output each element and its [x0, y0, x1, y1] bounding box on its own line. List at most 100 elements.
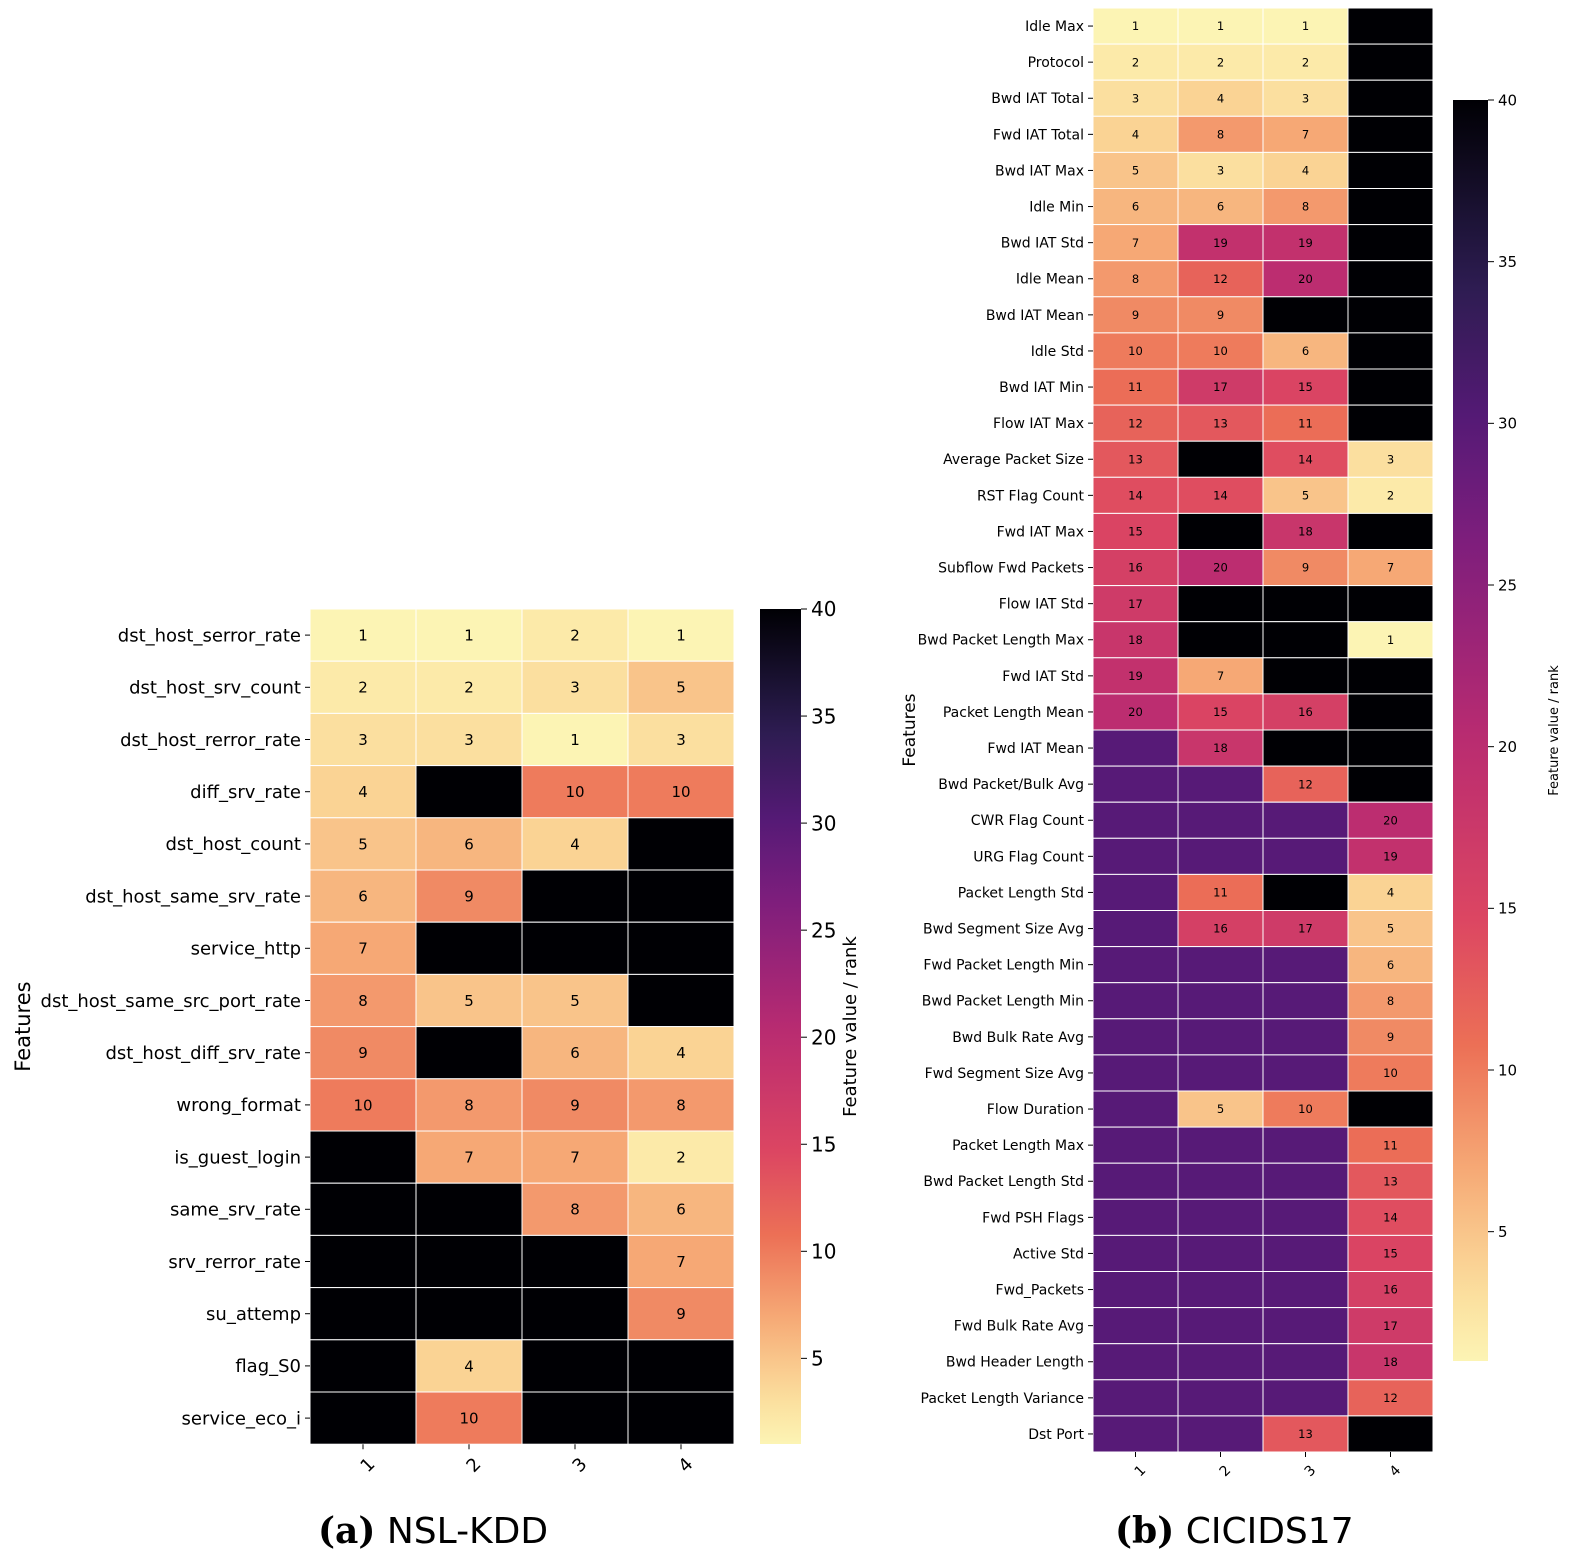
heatmap-cell [1262, 188, 1349, 226]
y-tick-label: Bwd Bulk Rate Avg [952, 1030, 1084, 1046]
colorbar-tick-label: 15 [1498, 900, 1517, 918]
cell-label: 9 [358, 1044, 368, 1062]
y-tick-label: su_attemp [206, 1304, 301, 1325]
heatmap-cell [1347, 1415, 1434, 1453]
cell-label: 4 [1302, 164, 1309, 178]
y-tick-label: Bwd Packet Length Std [923, 1174, 1084, 1190]
heatmap-cell [1262, 982, 1349, 1020]
heatmap-cell [1262, 837, 1349, 875]
y-tick-label: Bwd IAT Max [995, 163, 1084, 179]
heatmap-cell [1177, 1090, 1264, 1128]
heatmap-cell [1347, 188, 1434, 226]
x-tick-label: 4 [1387, 1462, 1405, 1480]
x-tick-label: 1 [356, 1454, 379, 1477]
heatmap-cell [1177, 79, 1264, 117]
cell-label: 8 [570, 1201, 580, 1219]
cell-label: 1 [1132, 19, 1139, 33]
heatmap-cell [1092, 1415, 1179, 1453]
heatmap-cell [1177, 946, 1264, 984]
y-tick-label: same_srv_rate [170, 1200, 301, 1221]
x-tick-label: 4 [674, 1454, 697, 1477]
y-tick-label: Bwd IAT Total [991, 91, 1084, 107]
cell-label: 9 [1387, 1030, 1394, 1044]
y-tick-label: Bwd Segment Size Avg [923, 921, 1084, 937]
heatmap-cell [1262, 1090, 1349, 1128]
heatmap-cell [309, 1287, 417, 1341]
cell-label: 5 [358, 835, 368, 853]
x-tick-label: 1 [1132, 1462, 1150, 1480]
heatmap-cell [1092, 729, 1179, 767]
heatmap-cell [1092, 43, 1179, 81]
cell-label: 10 [1298, 1102, 1313, 1116]
cell-label: 5 [1217, 1102, 1224, 1116]
colorbar-label: Feature value / rank [1547, 665, 1562, 796]
cell-label: 10 [565, 783, 584, 801]
heatmap-cell [1177, 621, 1264, 659]
y-axis-label: Features [900, 693, 920, 766]
cell-label: 7 [1387, 561, 1394, 575]
y-tick-label: Flow IAT Std [999, 597, 1084, 613]
heatmap-cell [1262, 224, 1349, 262]
cell-label: 6 [358, 888, 368, 906]
heatmap-cell [1347, 43, 1434, 81]
cell-label: 8 [676, 1096, 686, 1114]
heatmap-cell [1092, 1018, 1179, 1056]
heatmap-cell [1092, 151, 1179, 189]
cell-label: 18 [1383, 1355, 1398, 1369]
heatmap-cell [1347, 476, 1434, 514]
cell-label: 20 [1298, 272, 1313, 286]
heatmap-cell [1177, 1198, 1264, 1236]
y-tick-label: dst_host_same_srv_rate [85, 886, 301, 907]
heatmap-cell [521, 869, 629, 923]
cell-label: 5 [464, 992, 474, 1010]
heatmap-cell [1262, 1054, 1349, 1092]
cell-label: 3 [1387, 452, 1394, 466]
heatmap-cell [1177, 1126, 1264, 1164]
x-tick-label: 2 [1217, 1462, 1235, 1480]
cell-label: 4 [676, 1044, 686, 1062]
heatmap-cell [521, 1391, 629, 1445]
cell-label: 3 [1302, 91, 1309, 105]
cell-label: 4 [358, 783, 368, 801]
heatmap-cell [1177, 982, 1264, 1020]
heatmap-cell [1347, 79, 1434, 117]
heatmap-cell [1347, 621, 1434, 659]
heatmap-cell [1092, 260, 1179, 298]
heatmap-cell [415, 1287, 523, 1341]
heatmap-cell [1262, 801, 1349, 839]
cell-label: 14 [1213, 488, 1228, 502]
heatmap-cell [1177, 440, 1264, 478]
heatmap-cell [309, 608, 417, 662]
cell-label: 9 [676, 1305, 686, 1323]
cell-label: 14 [1128, 488, 1143, 502]
heatmap-cell [1262, 693, 1349, 731]
heatmap-cell [627, 973, 735, 1028]
y-tick-label: dst_host_count [165, 834, 301, 855]
cell-label: 10 [353, 1096, 372, 1114]
cell-label: 7 [570, 1149, 580, 1167]
y-tick-label: srv_rerror_rate [168, 1252, 301, 1273]
heatmap-cell [1347, 296, 1434, 334]
colorbar-tick-label: 5 [1498, 1223, 1508, 1241]
heatmap-cell [1347, 440, 1434, 478]
y-tick-label: dst_host_same_src_port_rate [41, 991, 301, 1012]
colorbar-tick-label: 20 [811, 1025, 836, 1049]
heatmap-cell [627, 1234, 735, 1289]
cell-label: 12 [1298, 777, 1313, 791]
heatmap-cell [1262, 476, 1349, 514]
cell-label: 10 [1383, 1066, 1398, 1080]
y-tick-label: Packet Length Max [952, 1138, 1084, 1154]
heatmap-cell [1177, 476, 1264, 514]
cell-label: 2 [464, 679, 474, 697]
heatmap-cell [1092, 873, 1179, 912]
heatmap-cell [415, 973, 523, 1028]
y-tick-label: Bwd Packet Length Max [918, 633, 1084, 649]
heatmap-cell [1177, 549, 1264, 587]
cell-label: 13 [1298, 1427, 1313, 1441]
y-tick-label: dst_host_srv_count [129, 678, 301, 699]
heatmap-cell [1177, 151, 1264, 189]
heatmap-cell [1347, 1090, 1434, 1128]
cell-label: 12 [1128, 416, 1143, 430]
caption-b-title: CICIDS17 [1185, 1511, 1354, 1552]
cell-label: 10 [1213, 344, 1228, 358]
